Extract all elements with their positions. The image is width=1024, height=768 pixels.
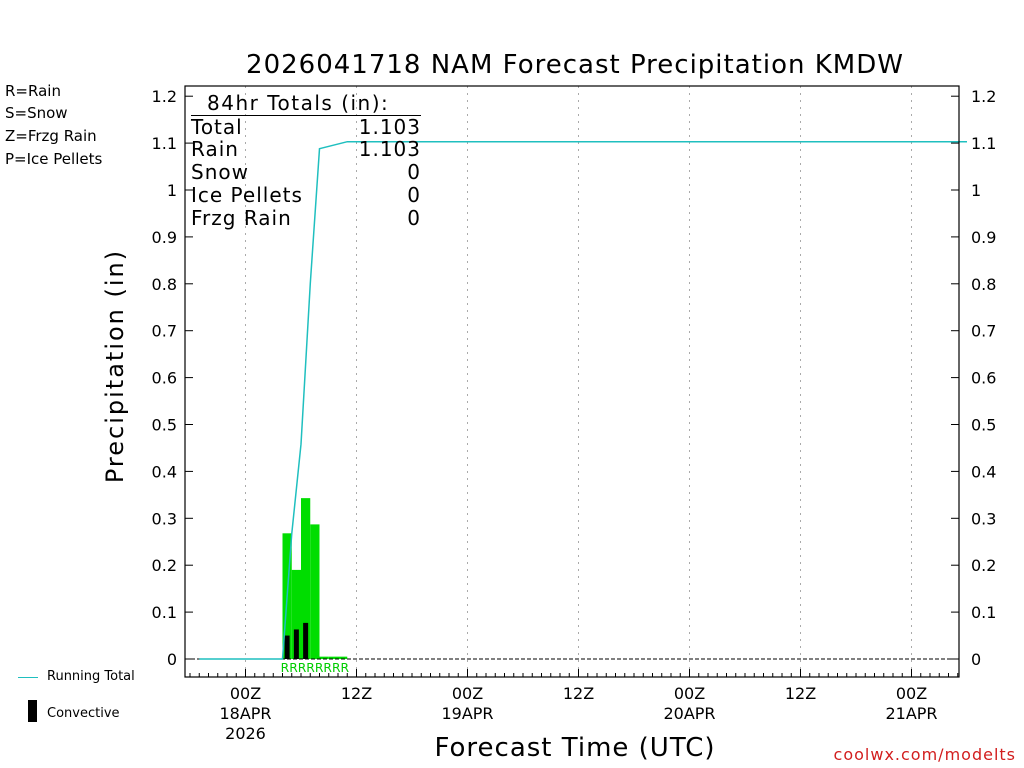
chart-title: 2026041718 NAM Forecast Precipitation KM… (246, 50, 904, 80)
totals-value: 1.103 (358, 137, 421, 162)
convective-bar (284, 635, 290, 659)
y-tick-label-left: 1.1 (152, 134, 177, 153)
y-tick-label-right: 1.2 (971, 87, 996, 106)
x-tick-label: 12Z (563, 684, 594, 703)
totals-heading: 84hr Totals (in): (191, 92, 421, 116)
y-tick-label-right: 0 (971, 650, 981, 669)
y-tick-label-right: 0.1 (971, 603, 996, 622)
y-tick-label-left: 0.8 (152, 275, 177, 294)
y-tick-label-left: 0 (167, 650, 177, 669)
convective-legend-label: Convective (47, 706, 120, 721)
x-tick-year: 2026 (225, 724, 266, 743)
y-tick-label-left: 0.1 (152, 603, 177, 622)
y-tick-label-left: 1.2 (152, 87, 177, 106)
x-tick-label: 12Z (785, 684, 816, 703)
totals-value: 0 (407, 160, 421, 185)
totals-row-total: Total 1.103 (191, 114, 421, 139)
totals-value: 0 (407, 205, 421, 230)
rain-bar (301, 498, 311, 659)
y-tick-label-right: 0.9 (971, 228, 996, 247)
grid-layer (245, 86, 912, 677)
site-credit: coolwx.com/modelts (833, 745, 1016, 764)
y-tick-label-right: 0.5 (971, 416, 996, 435)
rain-bar (291, 569, 301, 659)
totals-row-snow: Snow 0 (191, 161, 421, 184)
y-tick-label-right: 1.1 (971, 134, 996, 153)
x-tick-label: 12Z (341, 684, 372, 703)
y-tick-label-right: 1 (971, 181, 981, 200)
legend-snow: S=Snow (5, 104, 68, 122)
totals-label: Frzg Rain (191, 205, 292, 230)
x-tick-date: 19APR (441, 704, 493, 723)
plot-frame (184, 85, 960, 678)
totals-value: 0 (407, 182, 421, 207)
totals-row-rain: Rain 1.103 (191, 138, 421, 161)
convective-legend-swatch (28, 700, 37, 722)
y-tick-label-left: 0.6 (152, 369, 177, 388)
legend-rain: R=Rain (5, 82, 61, 100)
rain-bar (338, 656, 348, 659)
x-tick-label: 00Z (896, 684, 927, 703)
y-tick-label-right: 0.7 (971, 322, 996, 341)
y-tick-label-left: 0.7 (152, 322, 177, 341)
legend-ice-pellets: P=Ice Pellets (5, 150, 103, 168)
legend-frzg-rain: Z=Frzg Rain (5, 127, 97, 145)
y-tick-label-right: 0.6 (971, 369, 996, 388)
x-tick-label: 00Z (452, 684, 483, 703)
totals-label: Ice Pellets (191, 182, 303, 207)
running-total-line (199, 140, 967, 660)
x-tick-date: 21APR (885, 704, 937, 723)
line-layer (185, 140, 967, 660)
y-tick-label-right: 0.8 (971, 275, 996, 294)
totals-box: 84hr Totals (in): Total 1.103 Rain 1.103… (191, 92, 421, 229)
y-tick-label-left: 0.4 (152, 462, 177, 481)
totals-row-frzg-rain: Frzg Rain 0 (191, 205, 421, 230)
x-tick-date: 18APR (219, 704, 271, 723)
x-tick-date: 20APR (663, 704, 715, 723)
x-axis-label: Forecast Time (UTC) (434, 733, 716, 763)
y-tick-label-left: 0.5 (152, 416, 177, 435)
totals-label: Snow (191, 160, 249, 185)
x-tick-label: 00Z (674, 684, 705, 703)
totals-heading-text: 84hr Totals (in): (207, 91, 390, 115)
rain-bar (328, 656, 338, 659)
y-tick-label-right: 0.3 (971, 509, 996, 528)
y-tick-label-right: 0.4 (971, 462, 996, 481)
rain-bar (319, 656, 329, 659)
totals-label: Total (191, 114, 243, 139)
convective-bar (293, 629, 299, 659)
ptype-string: RRRRRRRR (281, 661, 349, 675)
running-total-legend-line (18, 677, 38, 678)
y-tick-label-left: 0.9 (152, 228, 177, 247)
y-tick-label-left: 0.2 (152, 556, 177, 575)
totals-label: Rain (191, 137, 239, 162)
convective-bar (303, 622, 309, 659)
y-tick-label-left: 1 (167, 181, 177, 200)
running-total-legend-label: Running Total (47, 669, 135, 684)
totals-value: 1.103 (358, 114, 421, 139)
y-tick-label-left: 0.3 (152, 509, 177, 528)
x-tick-label: 00Z (230, 684, 261, 703)
rain-bar (310, 524, 320, 659)
y-tick-label-right: 0.2 (971, 556, 996, 575)
totals-row-ice-pellets: Ice Pellets 0 (191, 182, 421, 207)
